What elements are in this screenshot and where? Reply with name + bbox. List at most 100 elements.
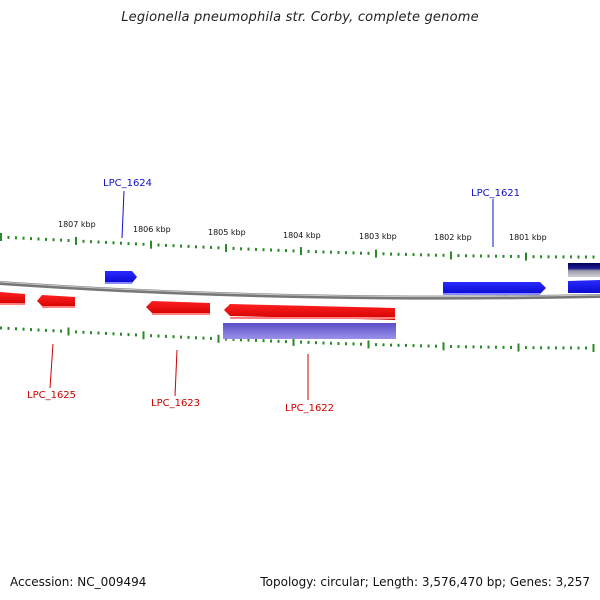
tick-minor <box>52 329 55 333</box>
tick-minor <box>367 251 370 255</box>
tick-minor <box>360 251 362 255</box>
tick-minor <box>555 346 557 350</box>
tick-minor <box>337 342 340 345</box>
tick-minor <box>405 252 407 256</box>
tick-minor <box>30 237 32 241</box>
tick-minor <box>480 254 482 258</box>
tick-minor <box>105 240 107 244</box>
tick-minor <box>465 254 467 258</box>
tick-major <box>225 244 227 253</box>
forward-genes <box>105 263 600 295</box>
tick-minor <box>427 253 430 257</box>
accession-text: Accession: NC_009494 <box>10 575 147 589</box>
tick-minor <box>345 251 347 255</box>
tick-minor <box>510 254 512 258</box>
tick-minor <box>577 346 580 350</box>
tick-minor <box>180 244 182 248</box>
gene-edge-reverse-arrow[interactable] <box>0 292 25 305</box>
tick-minor <box>562 255 565 259</box>
tick-minor <box>150 334 152 338</box>
tick-major <box>75 236 77 245</box>
tick-minor <box>472 345 475 349</box>
tick-minor <box>187 244 190 248</box>
tick-minor <box>592 255 595 259</box>
tick-minor <box>517 255 520 258</box>
gene-lpc-1624-arrow[interactable] <box>105 271 137 283</box>
tick-minor <box>187 335 190 339</box>
tick-minor <box>112 241 115 245</box>
tick-minor <box>292 249 295 253</box>
tick-minor <box>532 346 535 350</box>
tick-minor <box>90 331 92 335</box>
tick-minor <box>67 239 70 242</box>
tick-track-lower <box>0 326 595 352</box>
tick-minor <box>397 252 400 256</box>
tick-major <box>525 252 527 261</box>
tick-minor <box>547 346 550 350</box>
tick-major <box>517 343 520 352</box>
tick-minor <box>427 344 430 348</box>
tick-minor <box>510 345 512 349</box>
tick-minor <box>210 336 212 340</box>
gene-label-lpc-1622[interactable]: LPC_1622 <box>285 403 334 414</box>
tick-minor <box>30 328 32 332</box>
tick-minor <box>180 335 182 339</box>
gene-label-lpc-1625[interactable]: LPC_1625 <box>27 390 76 401</box>
tick-minor <box>97 240 100 244</box>
tick-minor <box>435 253 437 257</box>
gene-label-lpc-1623[interactable]: LPC_1623 <box>151 398 200 409</box>
tick-minor <box>82 239 85 243</box>
tick-minor <box>315 250 317 254</box>
tick-minor <box>457 345 460 349</box>
tick-minor <box>232 246 235 250</box>
tick-minor <box>330 341 332 345</box>
tick-minor <box>225 337 227 341</box>
tick-minor <box>135 242 137 246</box>
map-title: Legionella pneumophila str. Corby, compl… <box>121 10 479 25</box>
tick-minor <box>502 345 505 349</box>
tick-minor <box>352 342 355 346</box>
tick-minor <box>495 345 497 349</box>
tick-minor <box>450 345 452 348</box>
tick-minor <box>172 335 175 339</box>
tick-minor <box>412 253 415 257</box>
gene-lpc-1625-arrow[interactable] <box>37 295 75 308</box>
reverse-genes <box>0 292 395 320</box>
tick-minor <box>202 336 205 340</box>
tick-minor <box>540 346 542 350</box>
tick-major <box>442 342 445 351</box>
tick-label-1802: 1802 kbp <box>434 233 472 242</box>
tick-minor <box>472 254 475 258</box>
tick-track-upper <box>0 233 595 261</box>
tick-label-1807: 1807 kbp <box>58 220 96 229</box>
tick-minor <box>390 252 392 256</box>
feature-bar-lpc-1622[interactable] <box>223 323 396 339</box>
tick-minor <box>487 254 490 258</box>
tick-minor <box>75 330 77 334</box>
tick-minor <box>22 236 25 240</box>
tick-minor <box>97 331 100 335</box>
tick-major <box>150 240 152 249</box>
gene-edge-forward-arrow[interactable] <box>568 280 600 293</box>
tick-minor <box>172 244 175 248</box>
tick-minor <box>165 243 167 247</box>
tick-minor <box>195 245 197 249</box>
tick-minor <box>465 345 467 349</box>
tick-minor <box>210 245 212 249</box>
tick-major <box>292 337 295 346</box>
gene-edge-navy-block[interactable] <box>568 263 600 277</box>
gene-label-lpc-1624[interactable]: LPC_1624 <box>103 178 152 189</box>
gene-label-lpc-1621[interactable]: LPC_1621 <box>471 188 520 199</box>
tick-label-1805: 1805 kbp <box>208 228 246 237</box>
tick-minor <box>382 343 385 347</box>
tick-minor <box>255 247 257 251</box>
tick-minor <box>120 332 122 336</box>
gene-lpc-1621-arrow[interactable] <box>443 282 546 294</box>
tick-minor <box>270 248 272 252</box>
gene-lpc-1623-arrow[interactable] <box>146 301 210 315</box>
tick-minor <box>360 342 362 346</box>
tick-minor <box>337 251 340 254</box>
tick-minor <box>165 334 167 338</box>
gene-lpc-1622-arrow[interactable] <box>224 304 395 320</box>
